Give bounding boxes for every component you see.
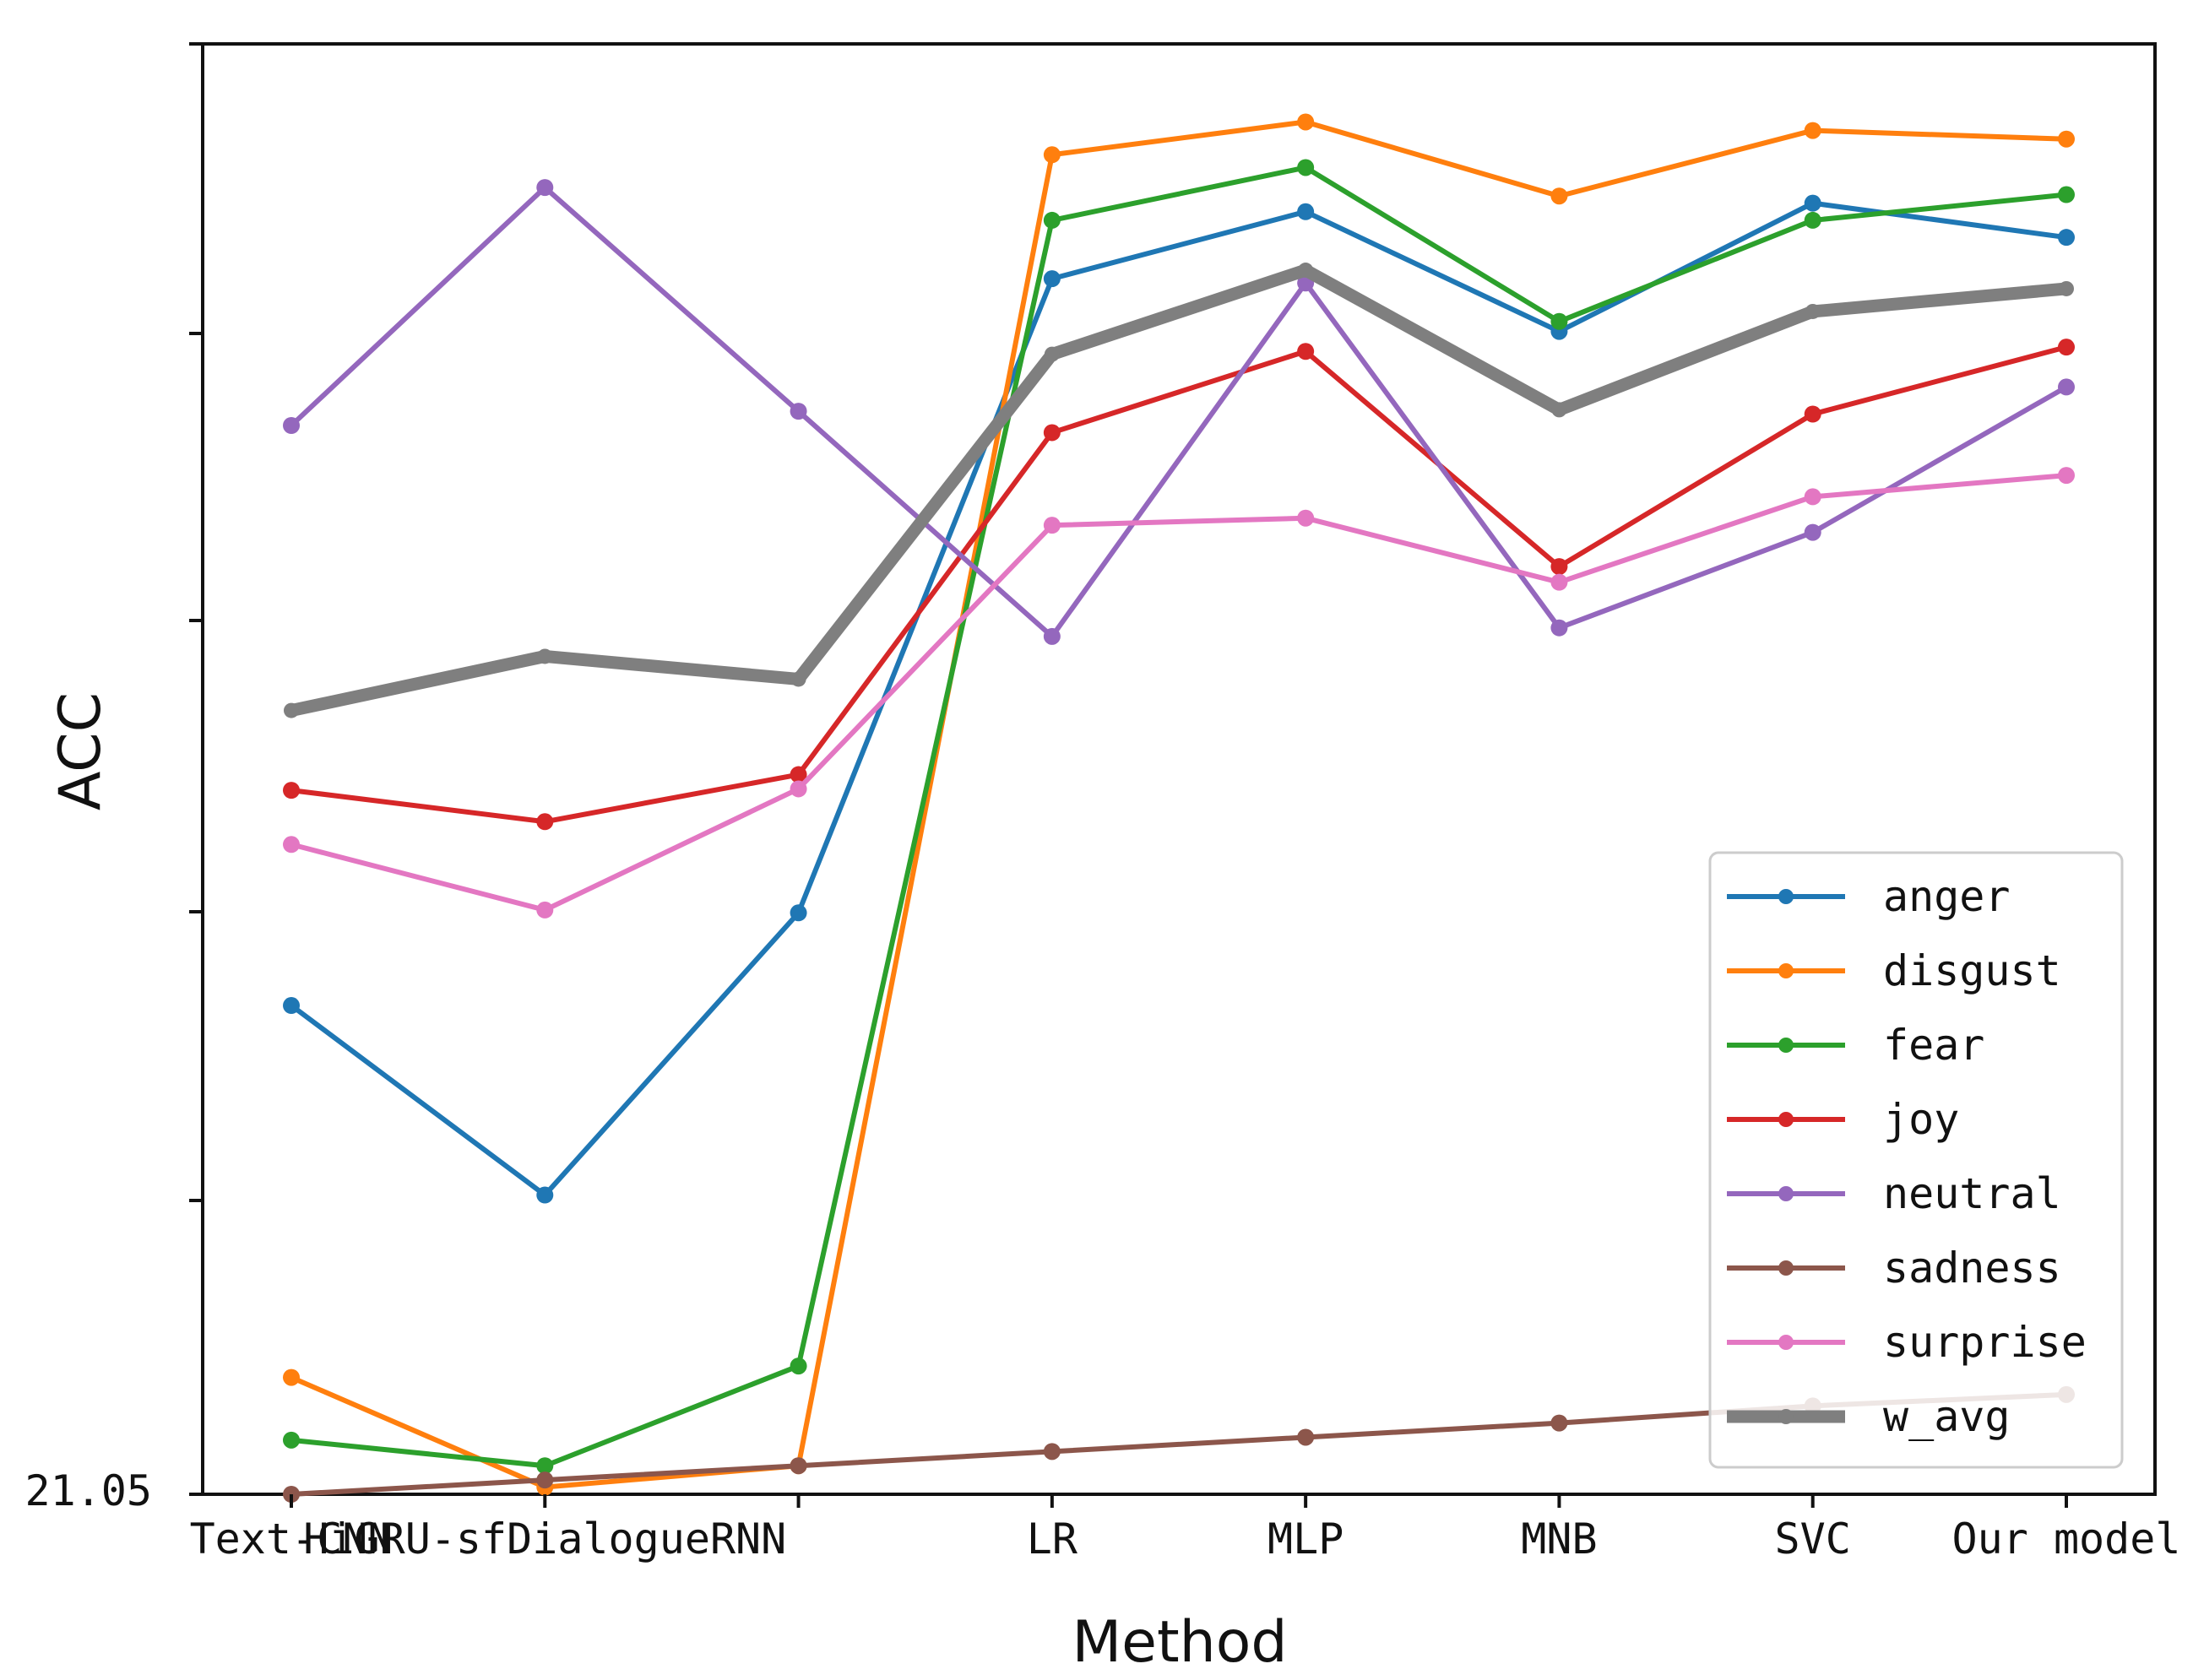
x-tick-label: HiGRU-sfDialogueRNN — [303, 1515, 786, 1563]
data-point-w-avg — [1551, 402, 1567, 418]
data-point-surprise — [1804, 488, 1821, 506]
y-tick-label: 21.05 — [24, 1466, 152, 1515]
data-point-neutral — [536, 179, 554, 197]
data-point-neutral — [790, 403, 807, 420]
y-axis-title: ACC — [47, 692, 114, 810]
data-point-disgust — [1043, 146, 1061, 164]
data-point-w-avg — [1044, 346, 1060, 362]
data-point-fear — [1550, 312, 1568, 330]
x-tick-label: LR — [1027, 1515, 1078, 1563]
data-point-neutral — [283, 417, 300, 434]
data-point-anger — [1043, 270, 1061, 288]
legend-marker-joy — [1778, 1112, 1794, 1127]
data-point-anger — [2058, 229, 2075, 247]
data-point-fear — [1043, 211, 1061, 229]
series-line-surprise — [289, 473, 2069, 913]
data-point-joy — [790, 766, 807, 783]
data-point-disgust — [1297, 113, 1315, 131]
data-point-anger — [1297, 203, 1315, 220]
data-point-joy — [536, 813, 554, 831]
data-point-fear — [1804, 211, 1821, 229]
series-line-fear — [289, 165, 2069, 1469]
legend-label-sadness: sadness — [1883, 1244, 2061, 1293]
legend-marker-w-avg — [1778, 1409, 1794, 1424]
plot-frame — [201, 42, 2157, 1496]
data-point-disgust — [1550, 187, 1568, 205]
plot-area — [189, 42, 2157, 1503]
data-point-anger — [283, 997, 300, 1015]
legend-marker-sadness — [1778, 1260, 1794, 1276]
data-point-fear — [790, 1358, 807, 1375]
x-axis-title: Method — [1072, 1609, 1287, 1676]
x-tick-label: SVC — [1775, 1515, 1851, 1563]
legend-marker-anger — [1778, 889, 1794, 904]
data-point-neutral — [1550, 619, 1568, 637]
legend-marker-neutral — [1778, 1186, 1794, 1201]
data-point-joy — [1043, 424, 1061, 442]
series-line-joy — [289, 344, 2069, 825]
data-point-surprise — [790, 780, 807, 798]
data-point-surprise — [1043, 517, 1061, 534]
x-tick-label: Our model — [1952, 1515, 2181, 1563]
data-point-surprise — [283, 836, 300, 854]
data-point-fear — [283, 1431, 300, 1449]
data-point-joy — [1804, 405, 1821, 423]
data-point-surprise — [1297, 509, 1315, 527]
data-point-w-avg — [1805, 303, 1821, 319]
data-point-disgust — [2058, 130, 2075, 148]
data-point-neutral — [1043, 627, 1061, 645]
legend-box — [1708, 851, 2124, 1469]
legend-label-surprise: surprise — [1883, 1318, 2087, 1367]
legend-label-joy: joy — [1883, 1095, 1959, 1144]
legend-label-w-avg: w_avg — [1883, 1392, 2011, 1441]
series-line-disgust — [289, 119, 2069, 1490]
data-point-disgust — [1804, 122, 1821, 139]
data-point-joy — [1297, 343, 1315, 360]
data-point-fear — [2058, 186, 2075, 203]
data-point-sadness — [1043, 1443, 1061, 1461]
x-tick-label: MLP — [1267, 1515, 1343, 1563]
data-point-neutral — [2058, 378, 2075, 396]
data-point-joy — [1550, 558, 1568, 576]
data-point-sadness — [536, 1471, 554, 1489]
legend-marker-fear — [1778, 1038, 1794, 1053]
data-point-neutral — [1804, 523, 1821, 541]
legend-marker-surprise — [1778, 1335, 1794, 1350]
data-point-fear — [1297, 159, 1315, 176]
x-tick-label: MNB — [1521, 1515, 1597, 1563]
data-point-anger — [1804, 194, 1821, 212]
data-point-fear — [536, 1457, 554, 1475]
data-point-sadness — [1297, 1428, 1315, 1446]
data-point-joy — [283, 782, 300, 799]
legend-label-anger: anger — [1883, 872, 2011, 921]
data-point-disgust — [283, 1368, 300, 1386]
legend-label-disgust: disgust — [1883, 946, 2061, 995]
data-point-surprise — [2058, 467, 2075, 485]
legend: anger disgust fear joy neutral sadness surpris… — [1708, 851, 2124, 1469]
data-point-surprise — [536, 901, 554, 919]
series-line-anger — [289, 200, 2069, 1198]
legend-marker-disgust — [1778, 963, 1794, 978]
data-point-anger — [536, 1186, 554, 1204]
legend-label-fear: fear — [1883, 1021, 1984, 1070]
series-line-w-avg — [285, 263, 2073, 718]
data-point-surprise — [1550, 573, 1568, 591]
data-point-sadness — [790, 1457, 807, 1475]
data-point-anger — [790, 904, 807, 922]
data-point-w-avg — [1298, 263, 1314, 279]
data-point-sadness — [1550, 1414, 1568, 1432]
data-point-joy — [2058, 339, 2075, 356]
series-line-neutral — [289, 185, 2069, 639]
data-point-w-avg — [284, 702, 299, 718]
legend-label-neutral: neutral — [1883, 1169, 2061, 1218]
data-point-w-avg — [2059, 280, 2074, 296]
x-tick-label: Text-CNN — [190, 1515, 394, 1563]
data-point-w-avg — [537, 648, 553, 664]
data-point-w-avg — [790, 671, 806, 687]
